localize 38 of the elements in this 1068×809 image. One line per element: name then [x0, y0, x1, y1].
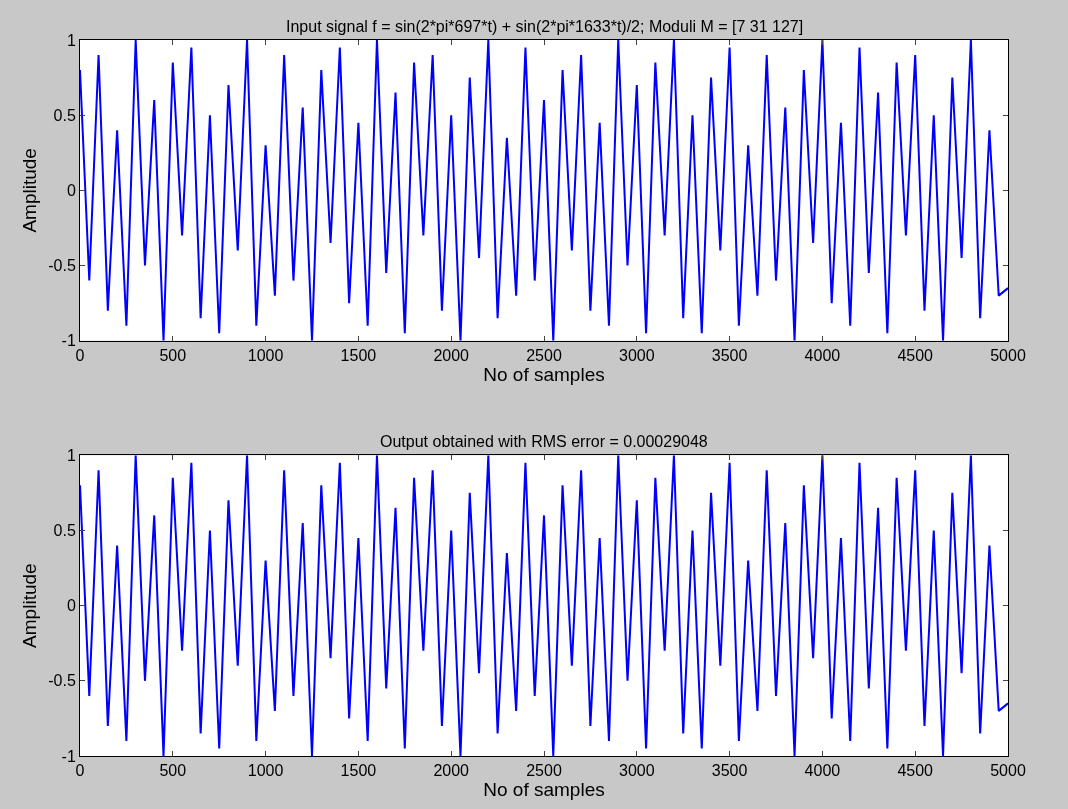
x-tick-label: 2000 [433, 762, 470, 780]
x-tick-label: 1000 [247, 346, 284, 364]
x-tick-label: 3500 [711, 762, 748, 780]
y-tick-label: 0 [66, 597, 76, 615]
y-tick-label: 0 [66, 181, 76, 199]
x-tick-label: 4500 [897, 762, 934, 780]
y-tick-label: -0.5 [48, 257, 76, 275]
chart-title: Output obtained with RMS error = 0.00029048 [380, 433, 708, 450]
y-tick-label: 1 [66, 446, 76, 464]
x-tick-label: 2500 [526, 762, 562, 780]
x-tick-label: 3500 [711, 346, 748, 364]
x-tick-label: 500 [159, 346, 187, 364]
x-tick-label: 1500 [340, 346, 377, 364]
y-tick-label: 1 [66, 31, 76, 49]
x-tick-label: 4500 [897, 346, 934, 364]
x-tick-label: 4000 [804, 762, 841, 780]
x-tick-label: 5000 [990, 762, 1026, 780]
y-tick-label: 0.5 [53, 522, 76, 540]
y-tick-label: -1 [61, 747, 76, 765]
y-tick-label: -1 [61, 332, 76, 350]
x-tick-label: 2000 [433, 346, 470, 364]
x-axis-title: No of samples [483, 363, 605, 385]
x-tick-label: 5000 [990, 346, 1026, 364]
y-axis-title: Amplitude [19, 563, 41, 648]
x-tick-label: 1500 [340, 762, 377, 780]
y-axis-title: Amplitude [19, 148, 41, 233]
x-tick-label: 4000 [804, 346, 841, 364]
line-series [80, 455, 1008, 756]
x-tick-label: 3000 [619, 346, 655, 364]
line-series [80, 40, 1008, 341]
x-tick-label: 500 [159, 762, 187, 780]
x-tick-label: 1000 [247, 762, 284, 780]
x-axis-title: No of samples [483, 779, 605, 801]
chart-title: Input signal f = sin(2*pi*697*t) + sin(2*pi*1633*t)/2; Moduli M = [7 31 127] [286, 18, 804, 35]
y-tick-label: -0.5 [48, 672, 76, 690]
y-tick-label: 0.5 [53, 106, 76, 124]
x-tick-label: 3000 [619, 762, 655, 780]
x-tick-label: 2500 [526, 346, 562, 364]
